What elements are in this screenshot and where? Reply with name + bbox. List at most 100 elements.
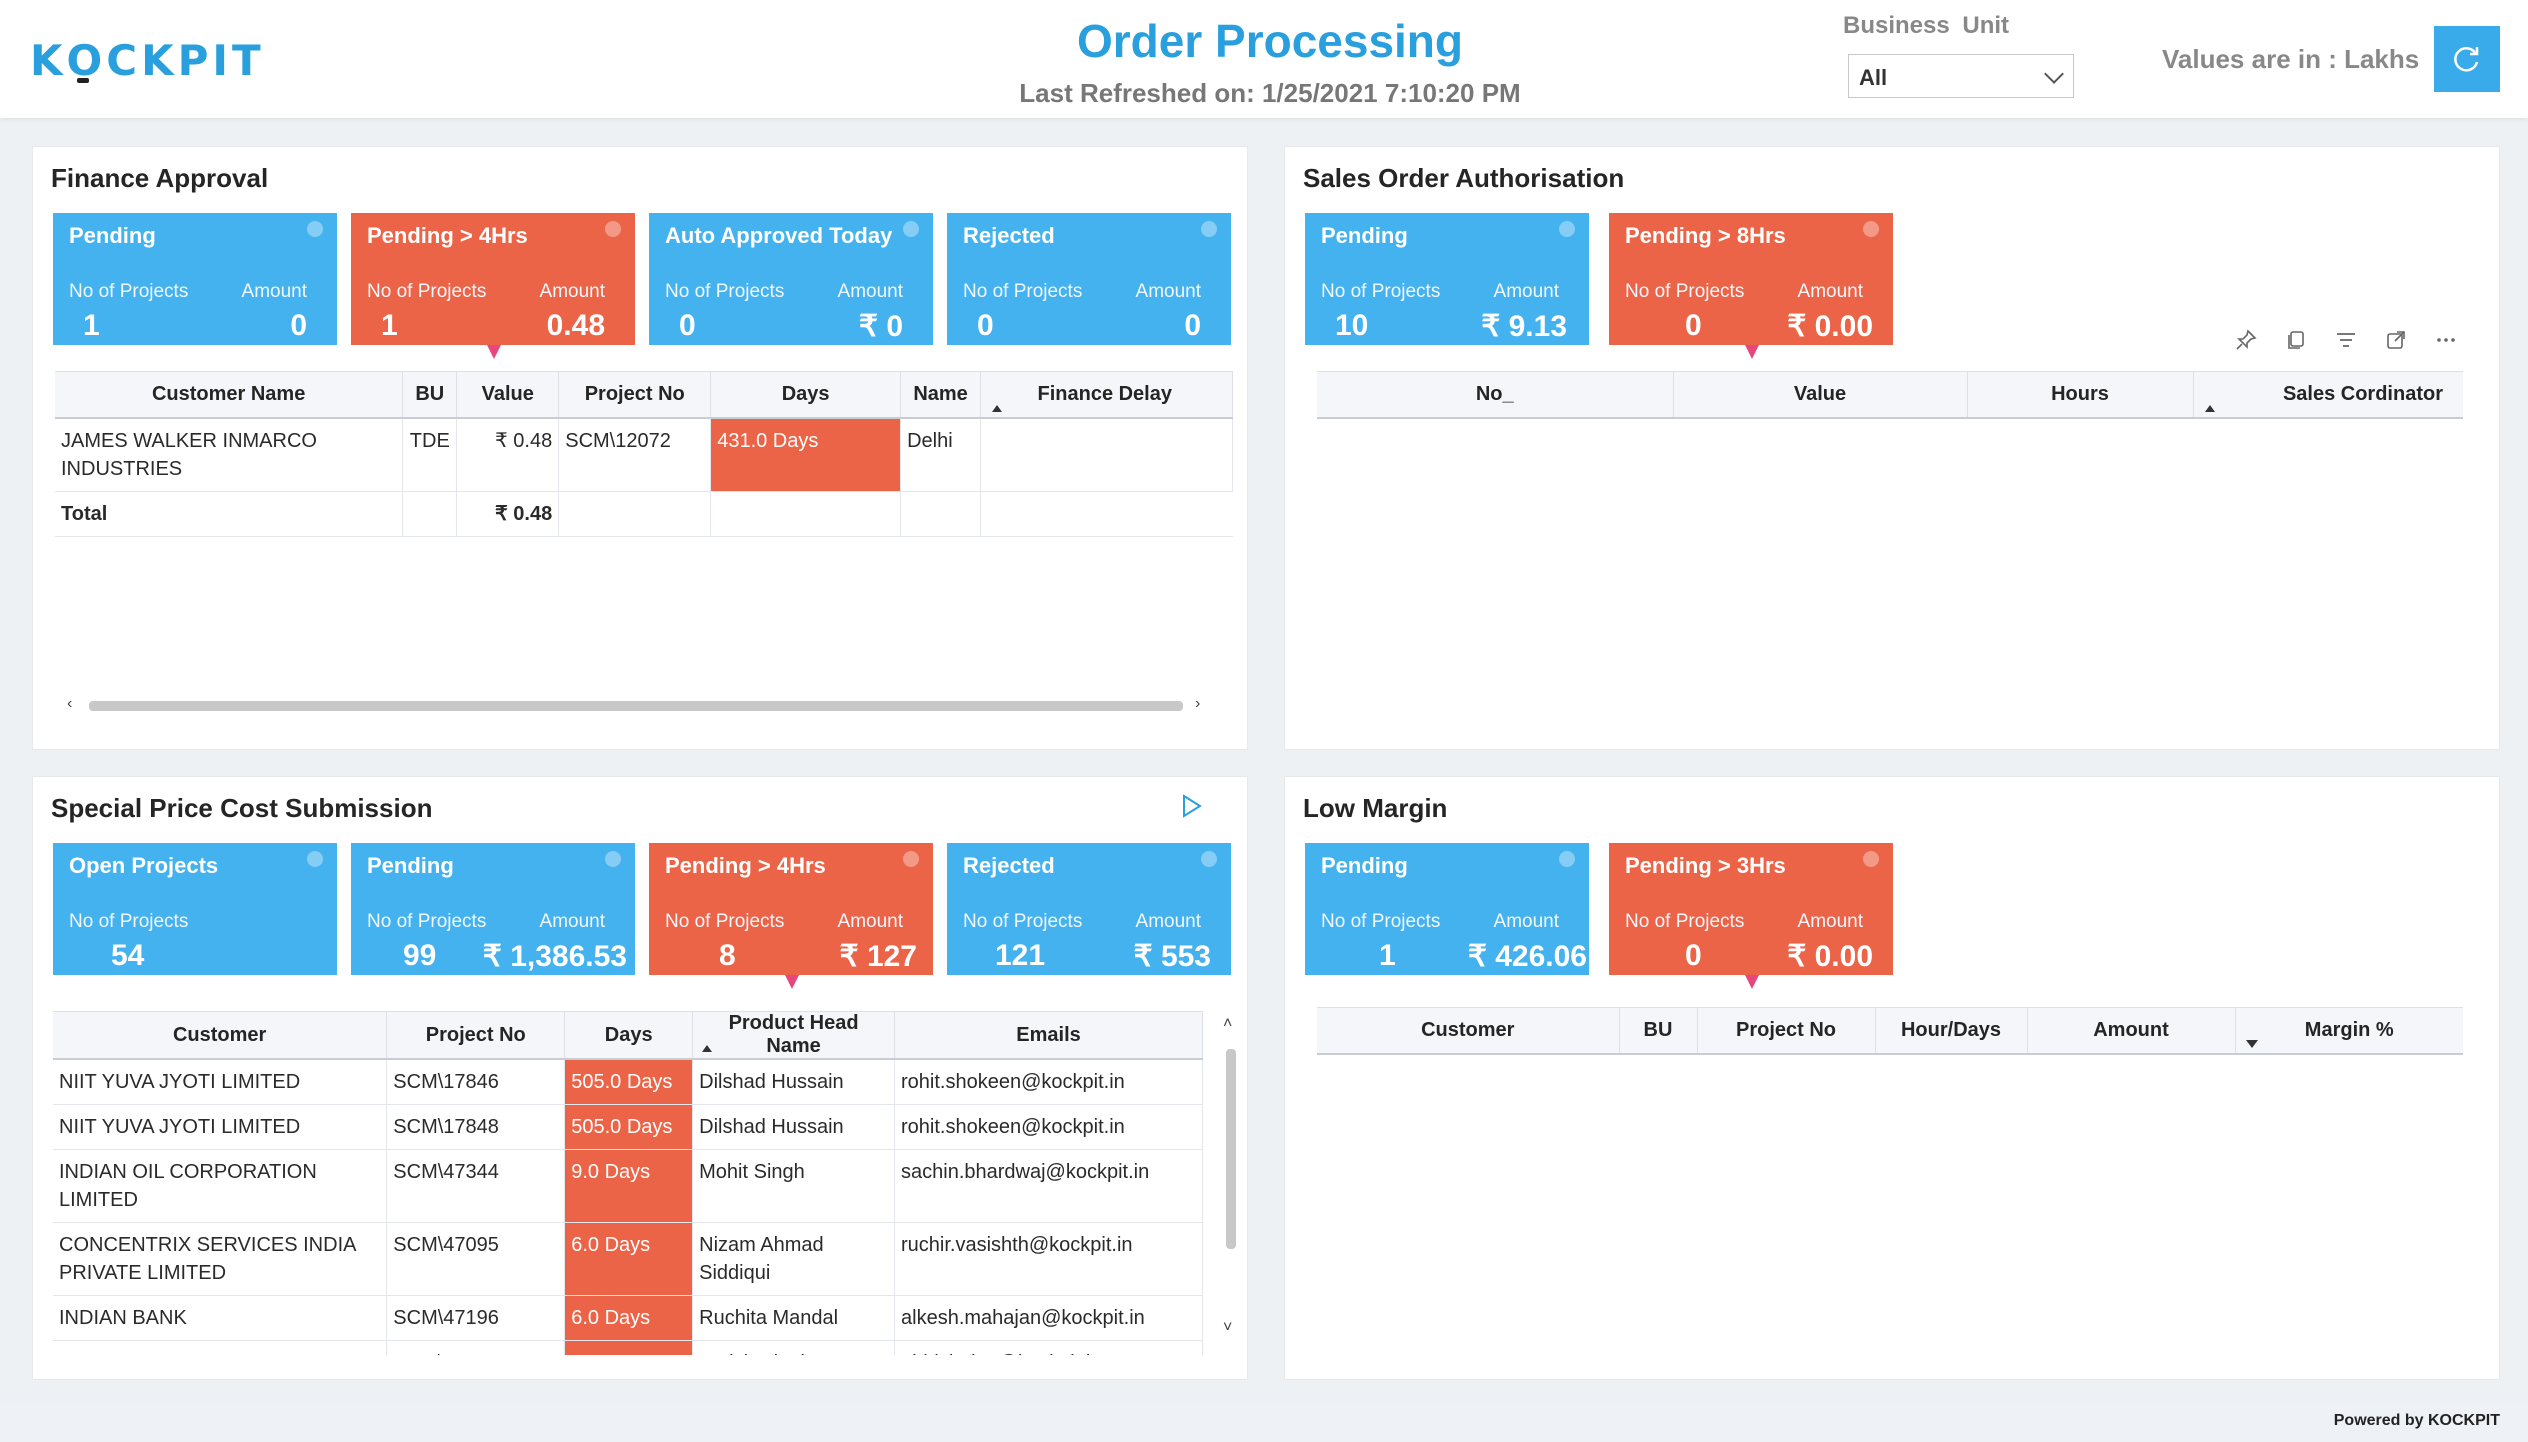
scroll-right-icon[interactable]: › [1195, 695, 1201, 712]
kpi-label-projects: No of Projects [963, 281, 1083, 302]
table-row[interactable]: INDIAN OIL CORPORATION LIMITED SCM\47344… [53, 1149, 1203, 1223]
kpi-card-special-pending-4hrs[interactable]: Pending > 4Hrs No of Projects Amount 8 ₹… [649, 843, 933, 989]
special-table-viewport[interactable]: Customer Project No Days Product Head Na… [53, 1011, 1203, 1355]
column-header[interactable]: Emails [894, 1011, 1203, 1060]
column-header[interactable]: Project No [386, 1011, 566, 1060]
column-header[interactable]: Days [710, 371, 902, 419]
kpi-card-sales-pending[interactable]: Pending No of Projects Amount 10 ₹ 9.13 [1305, 213, 1589, 345]
cell-email: sachin.bhardwaj@kockpit.in [894, 1149, 1203, 1223]
copy-icon[interactable] [2283, 329, 2309, 355]
cell-customer: NIIT YUVA JYOTI LIMITED [53, 1104, 388, 1150]
finance-approval-panel: Finance Approval Pending No of Projects … [32, 146, 1248, 750]
kpi-card-finance-pending-4hrs[interactable]: Pending > 4Hrs No of Projects Amount 1 0… [351, 213, 635, 359]
table-header-row: Customer Project No Days Product Head Na… [53, 1011, 1203, 1060]
dot-icon [1559, 221, 1575, 237]
scroll-up-icon[interactable]: ˄ [1223, 1015, 1233, 1032]
horizontal-scrollbar[interactable] [89, 701, 1183, 711]
kpi-title: Pending > 3Hrs [1625, 853, 1786, 878]
column-header[interactable]: BU [402, 371, 458, 419]
kpi-label-amount: Amount [1797, 281, 1863, 302]
kpi-card-low-margin-pending[interactable]: Pending No of Projects Amount 1 ₹ 426.06 [1305, 843, 1589, 975]
refresh-button[interactable] [2434, 26, 2500, 92]
table-row[interactable]: NIIT YUVA JYOTI LIMITED SCM\17848 505.0 … [53, 1104, 1203, 1150]
cell-project-no: SCM\47095 [386, 1222, 566, 1296]
dot-icon [307, 851, 323, 867]
column-header[interactable]: BU [1619, 1007, 1698, 1055]
column-header[interactable]: Customer [1317, 1007, 1620, 1055]
column-header[interactable]: Name [900, 371, 982, 419]
kpi-value-amount: 0.48 [546, 309, 605, 342]
kpi-card-finance-auto-approved[interactable]: Auto Approved Today No of Projects Amoun… [649, 213, 933, 345]
table-row[interactable]: INDIAN BANK SCM\47196 6.0 Days Ruchita M… [53, 1295, 1203, 1341]
kpi-card-special-rejected[interactable]: Rejected No of Projects Amount 121 ₹ 553 [947, 843, 1231, 975]
kpi-card-finance-pending[interactable]: Pending No of Projects Amount 1 0 [53, 213, 337, 345]
column-label: Sales Cordinator [2282, 382, 2443, 405]
kpi-label-amount: Amount [1797, 911, 1863, 932]
kpi-value-projects: 54 [111, 939, 145, 972]
cell-project-no: SCM\17848 [386, 1104, 566, 1150]
footer-bar: Powered by KOCKPIT [0, 1404, 2528, 1442]
header-bar: KOCKPIT Order Processing Last Refreshed … [0, 0, 2528, 118]
kpi-card-sales-pending-8hrs[interactable]: Pending > 8Hrs No of Projects Amount 0 ₹… [1609, 213, 1893, 359]
filter-icon[interactable] [2333, 329, 2359, 355]
kpi-card-special-pending[interactable]: Pending No of Projects Amount 99 ₹ 1,386… [351, 843, 635, 975]
vertical-scrollbar[interactable] [1226, 1049, 1236, 1249]
column-header[interactable]: Project No [558, 371, 712, 419]
column-header[interactable]: Margin % [2235, 1007, 2463, 1055]
low-margin-title: Low Margin [1303, 793, 1448, 823]
column-header[interactable]: Customer [53, 1011, 388, 1060]
kpi-title: Pending > 4Hrs [367, 223, 528, 248]
cell-project-no: SCM\12072 [558, 417, 712, 492]
column-header[interactable]: Finance Delay [980, 371, 1233, 419]
cell-product-head: Nizam Ahmad Siddiqui [692, 1222, 896, 1296]
kpi-card-open-projects[interactable]: Open Projects No of Projects 54 [53, 843, 337, 975]
column-header[interactable]: Customer Name [55, 371, 404, 419]
dot-icon [1201, 221, 1217, 237]
cell-customer: JAMES WALKER INMARCO INDUSTRIES [55, 417, 404, 492]
column-header[interactable]: No_ [1317, 371, 1674, 419]
table-row[interactable]: NIIT YUVA JYOTI LIMITED SCM\17846 505.0 … [53, 1059, 1203, 1105]
column-header[interactable]: Amount [2027, 1007, 2236, 1055]
kockpit-logo: KOCKPIT [30, 36, 265, 85]
table-row[interactable]: CONCENTRIX SERVICES INDIA PRIVATE LIMITE… [53, 1222, 1203, 1296]
kpi-card-finance-rejected[interactable]: Rejected No of Projects Amount 0 0 [947, 213, 1231, 345]
kpi-label-amount: Amount [1135, 911, 1201, 932]
table-row[interactable]: JAMES WALKER INMARCO INDUSTRIES TDE ₹ 0.… [55, 417, 1233, 492]
kpi-label-amount: Amount [1135, 281, 1201, 302]
more-options-icon[interactable] [2433, 329, 2459, 355]
dot-icon [1559, 851, 1575, 867]
scroll-left-icon[interactable]: ‹ [67, 695, 73, 712]
cell-name: Delhi [900, 417, 982, 492]
pin-icon[interactable] [2233, 329, 2259, 355]
column-header[interactable]: Project No [1697, 1007, 1876, 1055]
column-header[interactable]: Hour/Days [1875, 1007, 2028, 1055]
play-icon[interactable] [1181, 793, 1203, 824]
cell-days: 6.0 Days [564, 1295, 694, 1341]
kpi-label-projects: No of Projects [1321, 281, 1441, 302]
focus-mode-icon[interactable] [2383, 329, 2409, 355]
cell-empty [900, 491, 982, 537]
column-header[interactable]: Days [564, 1011, 694, 1060]
business-unit-dropdown[interactable]: All [1848, 54, 2074, 98]
column-header[interactable]: Value [456, 371, 560, 419]
table-header-row: Customer Name BU Value Project No Days N… [55, 371, 1233, 419]
cell-customer: INDIAN OIL CORPORATION LIMITED [53, 1149, 388, 1223]
scroll-down-icon[interactable]: ˅ [1223, 1319, 1233, 1336]
kpi-title: Pending > 8Hrs [1625, 223, 1786, 248]
cell-product-head: Satish Singh [692, 1340, 896, 1355]
last-refreshed-text: Last Refreshed on: 1/25/2021 7:10:20 PM [1019, 78, 1521, 108]
column-header[interactable]: Sales Cordinator [2193, 371, 2463, 419]
column-header[interactable]: Value [1673, 371, 1968, 419]
table-row[interactable]: GS CALTEX INDIA PRIVATE LIMITED SCM\3608… [53, 1340, 1203, 1355]
kpi-value-amount: ₹ 426.06 [1467, 940, 1587, 973]
kpi-value-projects: 121 [995, 939, 1046, 972]
cell-finance-delay [980, 417, 1233, 492]
kpi-label-projects: No of Projects [367, 911, 487, 932]
column-header[interactable]: Product Head Name [692, 1011, 896, 1060]
chevron-down-icon [2044, 64, 2064, 84]
column-header[interactable]: Hours [1967, 371, 2194, 419]
finance-approval-title: Finance Approval [51, 163, 269, 193]
kpi-card-low-margin-pending-3hrs[interactable]: Pending > 3Hrs No of Projects Amount 0 ₹… [1609, 843, 1893, 989]
dot-icon [1201, 851, 1217, 867]
business-unit-label: Business Unit [1843, 12, 2010, 39]
